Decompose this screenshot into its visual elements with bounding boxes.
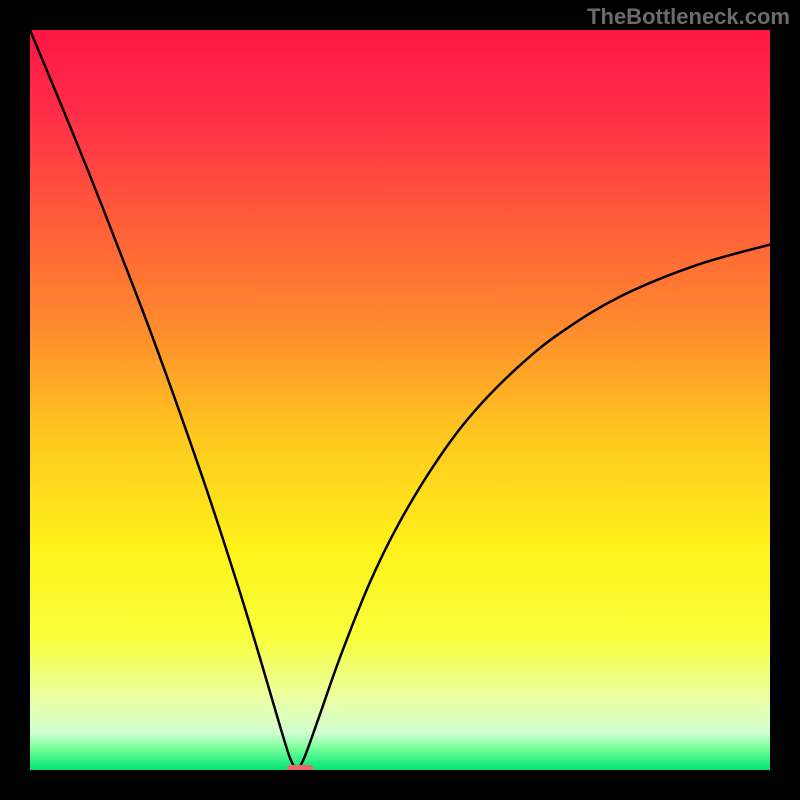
plot-area <box>30 30 770 770</box>
minimum-marker <box>287 765 314 770</box>
chart-container: TheBottleneck.com <box>0 0 800 800</box>
plot-background <box>30 30 770 770</box>
chart-svg <box>30 30 770 770</box>
watermark-text: TheBottleneck.com <box>587 4 790 30</box>
